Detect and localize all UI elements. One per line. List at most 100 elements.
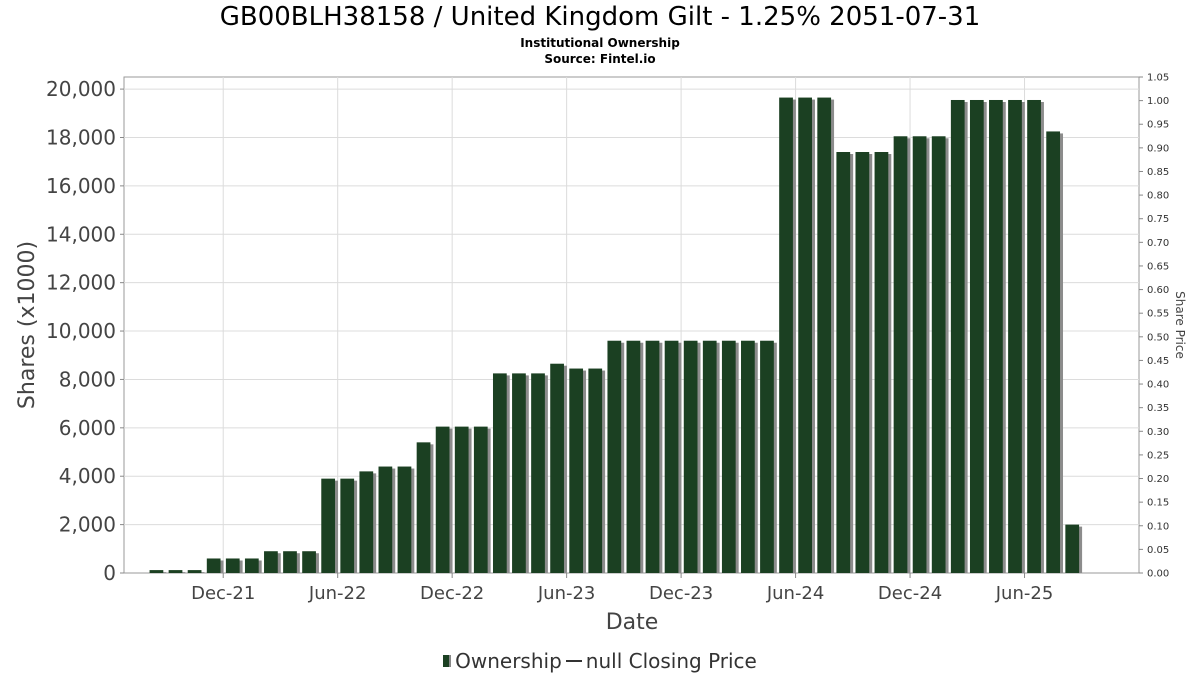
x-tick-label: Dec-22: [420, 583, 484, 604]
ownership-bar: [378, 466, 393, 573]
ownership-bar: [1027, 99, 1041, 574]
y2-tick-label: 0.70: [1147, 238, 1169, 249]
ownership-bar: [760, 340, 774, 573]
ownership-bar: [969, 99, 984, 574]
ownership-bar: [512, 373, 526, 573]
ownership-bar: [912, 136, 927, 573]
ownership-bar: [569, 368, 584, 573]
x-tick-label: Dec-24: [878, 583, 942, 604]
ownership-bar: [931, 136, 946, 573]
ownership-bar: [454, 426, 469, 573]
ownership-bar: [302, 551, 316, 573]
y-tick-label: 18,000: [46, 125, 116, 149]
y2-tick-label: 0.25: [1147, 450, 1169, 461]
ownership-bar: [435, 426, 450, 573]
ownership-bar: [187, 570, 202, 573]
x-axis: Dec-21 Jun-22 Dec-22 Jun-23 Dec-23 Jun-24 Dec-…: [191, 573, 1053, 604]
ownership-bar: [264, 551, 278, 573]
ownership-bar: [1046, 131, 1061, 573]
ownership-bar: [416, 442, 431, 573]
y-tick-label: 14,000: [46, 222, 116, 246]
ownership-bar: [874, 152, 889, 573]
x-axis-label: Date: [606, 610, 659, 635]
ownership-bar: [741, 340, 755, 573]
y2-tick-label: 0.95: [1147, 120, 1169, 131]
y2-tick-label: 0.85: [1147, 167, 1169, 178]
ownership-bar: [283, 551, 297, 573]
ownership-bar: [683, 340, 698, 573]
ownership-bar: [244, 558, 259, 573]
y2-tick-label: 0.00: [1147, 569, 1169, 580]
ownership-bar: [550, 363, 564, 573]
x-tick-label: Jun-24: [766, 583, 825, 604]
bars: [149, 97, 1083, 574]
ownership-bar: [721, 340, 736, 573]
x-tick-label: Dec-23: [649, 583, 713, 604]
y2-tick-label: 0.55: [1147, 309, 1169, 320]
ownership-bar: [1008, 99, 1022, 574]
y2-tick-label: 0.80: [1147, 191, 1169, 202]
y-tick-label: 16,000: [46, 174, 116, 198]
y2-tick-label: 1.00: [1147, 96, 1169, 107]
ownership-bar: [397, 466, 412, 573]
ownership-chart: 0 2,000 4,000 6,000 8,000 10,000 12,000 14,000 1…: [15, 73, 1187, 636]
y-tick-label: 20,000: [46, 77, 116, 101]
ownership-bar: [664, 340, 679, 573]
y2-tick-label: 0.30: [1147, 427, 1169, 438]
ownership-swatch: [443, 654, 452, 667]
y-tick-label: 4,000: [59, 464, 116, 488]
ownership-bar: [340, 478, 355, 573]
y2-axis-label: Share Price: [1173, 291, 1187, 359]
ownership-bar: [607, 340, 622, 573]
y2-tick-label: 0.45: [1147, 356, 1169, 367]
legend-ownership-label: Ownership: [455, 648, 562, 673]
y2-tick-label: 0.40: [1147, 380, 1169, 391]
ownership-bar: [225, 558, 240, 573]
y2-tick-label: 0.05: [1147, 545, 1169, 556]
y-tick-label: 12,000: [46, 271, 116, 295]
x-tick-label: Jun-22: [308, 583, 367, 604]
ownership-bar: [626, 340, 641, 573]
ownership-bar: [168, 570, 183, 573]
ownership-bar: [206, 558, 221, 573]
ownership-bar: [492, 373, 507, 573]
legend-price-label: null Closing Price: [585, 648, 757, 673]
ownership-bar: [989, 99, 1003, 574]
ownership-bar: [359, 471, 374, 573]
ownership-bar: [855, 152, 870, 573]
y2-tick-label: 0.60: [1147, 285, 1169, 296]
y-tick-label: 2,000: [59, 513, 116, 537]
x-tick-label: Dec-21: [191, 583, 255, 604]
ownership-bar: [645, 340, 660, 573]
y2-tick-label: 0.35: [1147, 403, 1169, 414]
y2-tick-label: 0.65: [1147, 261, 1169, 272]
y2-axis: 0.00 0.05 0.10 0.15 0.20 0.25 0.30 0.35 0.40 0.45…: [1139, 73, 1169, 580]
x-tick-label: Jun-23: [537, 583, 596, 604]
y-tick-label: 8,000: [59, 367, 116, 391]
ownership-bar: [893, 136, 908, 573]
y2-tick-label: 0.75: [1147, 214, 1169, 225]
chart-title: GB00BLH38158 / United Kingdom Gilt - 1.2…: [219, 2, 981, 32]
chart-source: Source: Fintel.io: [544, 52, 656, 66]
y2-tick-label: 1.05: [1147, 73, 1169, 84]
x-tick-label: Jun-25: [995, 583, 1054, 604]
y2-tick-label: 0.15: [1147, 498, 1169, 509]
ownership-bar: [588, 368, 603, 573]
y2-tick-label: 0.50: [1147, 332, 1169, 343]
ownership-bar: [1065, 524, 1080, 573]
y2-tick-label: 0.10: [1147, 521, 1169, 532]
ownership-bar: [779, 97, 793, 573]
price-line-swatch: [565, 659, 582, 662]
y-axis-label: Shares (x1000): [15, 241, 40, 409]
y2-tick-label: 0.90: [1147, 143, 1169, 154]
ownership-bar: [836, 152, 851, 573]
y-axis: 0 2,000 4,000 6,000 8,000 10,000 12,000 14,000 1…: [46, 77, 124, 585]
ownership-bar: [149, 570, 164, 573]
y-tick-label: 6,000: [59, 416, 116, 440]
ownership-bar: [473, 426, 488, 573]
ownership-bar: [321, 478, 336, 573]
legend: Ownership null Closing Price: [0, 647, 1200, 673]
ownership-bar: [950, 99, 965, 574]
ownership-bar: [817, 97, 832, 573]
y-tick-label: 0: [103, 561, 116, 585]
